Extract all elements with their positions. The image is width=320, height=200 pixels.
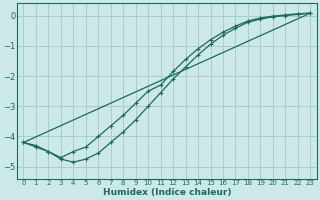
X-axis label: Humidex (Indice chaleur): Humidex (Indice chaleur) [103,188,231,197]
